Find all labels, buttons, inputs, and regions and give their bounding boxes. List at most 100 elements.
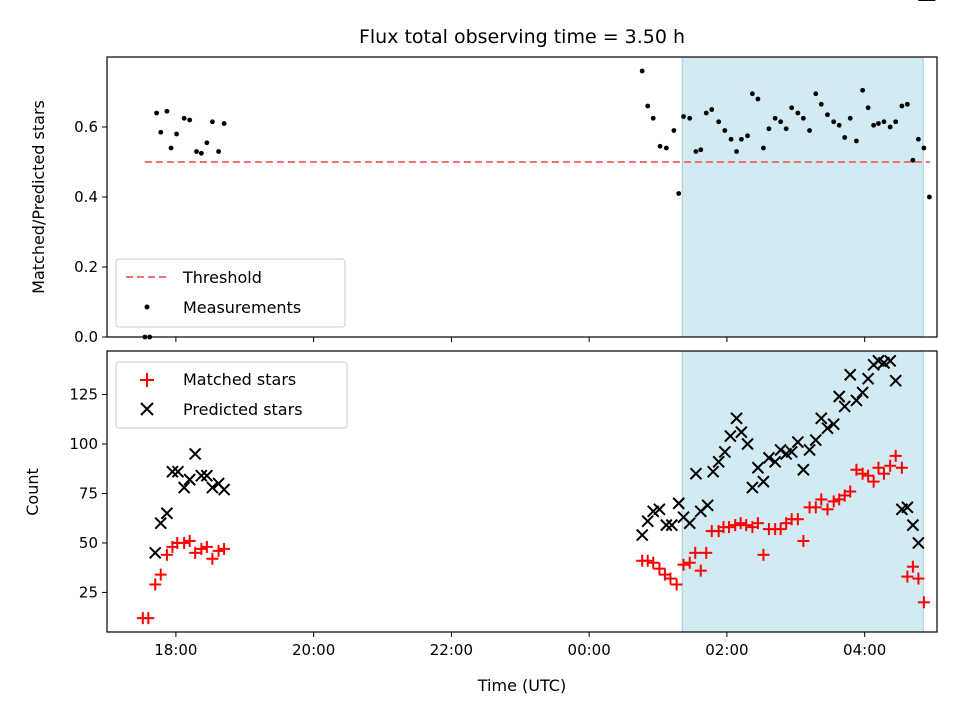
predicted-star-point (660, 518, 673, 532)
measurement-point (904, 101, 910, 107)
measurement-point (783, 126, 789, 132)
predicted-star-point (827, 418, 840, 431)
measurement-point (766, 126, 772, 132)
measurement-point (738, 136, 744, 142)
matched-legend-icon (140, 373, 154, 387)
measurement-point (854, 138, 859, 144)
measurement-point (778, 119, 784, 125)
measurement-point (836, 122, 842, 128)
predicted-legend-label: Predicted stars (183, 400, 303, 419)
measurement-point (865, 105, 871, 111)
measurement-point (693, 149, 699, 154)
matched-star-point (815, 493, 828, 506)
matched-star-point (877, 467, 890, 480)
ratio-shaded-region (681, 56, 924, 338)
count-x-ticks: 18:00 20:00 22:00 00:00 02:00 04:00 (154, 632, 886, 659)
measurement-point (761, 145, 766, 151)
measurement-point (657, 143, 663, 149)
matched-star-point (195, 542, 208, 555)
measurement-point (703, 110, 709, 116)
measurement-point (871, 122, 877, 128)
matched-star-point (862, 469, 875, 482)
matched-star-point (647, 556, 660, 569)
matched-star-point (729, 519, 742, 532)
predicted-star-point (206, 481, 219, 494)
measurement-point (221, 121, 227, 126)
x-tick-label: 20:00 (292, 641, 335, 659)
measurement-point (663, 145, 669, 151)
measurement-point (772, 115, 778, 121)
matched-star-point (689, 546, 702, 559)
matched-star-point (670, 578, 683, 591)
measurement-point (847, 115, 853, 121)
measurement-point (807, 128, 812, 133)
measurement-point (893, 119, 899, 125)
measurements-legend-icon (144, 304, 150, 310)
y-tick-label: 100 (69, 435, 98, 453)
count-points (136, 0, 936, 625)
predicted-star-point (838, 400, 851, 413)
predicted-star-point (757, 475, 770, 488)
measurement-point (899, 103, 905, 109)
matched-star-point (700, 546, 713, 559)
measurement-point (681, 114, 686, 119)
predicted-star-point (200, 469, 214, 482)
x-tick-label: 18:00 (154, 641, 197, 659)
predicted-star-point (791, 435, 805, 449)
measurement-point (216, 149, 221, 154)
measurement-point (921, 145, 927, 151)
x-tick-label: 04:00 (843, 641, 886, 659)
predicted-star-point (712, 455, 725, 469)
matched-star-point (844, 485, 857, 498)
matched-star-point (160, 548, 173, 561)
predicted-star-point (724, 429, 737, 443)
matched-star-point (722, 521, 735, 534)
measurement-point (716, 119, 722, 125)
measurement-point (168, 145, 174, 151)
count-legend-box (115, 361, 348, 429)
predicted-star-point (768, 455, 782, 469)
predicted-star-point (689, 467, 703, 480)
measurement-point (887, 124, 893, 130)
ratio-points (142, 68, 932, 340)
predicted-star-point (641, 514, 654, 528)
predicted-star-point (751, 461, 765, 474)
ratio-y-ticks: 0.0 0.2 0.4 0.6 (74, 118, 107, 346)
predicted-star-point (154, 516, 167, 530)
chart-title: Flux total observing time = 3.50 h (359, 26, 685, 48)
measurement-point (795, 110, 801, 116)
measurement-point (164, 108, 170, 114)
predicted-star-point (665, 518, 679, 532)
count-panel: 25 50 75 100 125 18:00 20:00 22:00 00:00 02:00 04… (23, 0, 938, 695)
matched-star-point (867, 475, 880, 488)
measurement-point (755, 96, 761, 102)
ratio-y-axis-label: Matched/Predicted stars (29, 100, 48, 294)
predicted-star-point (683, 516, 696, 530)
matched-star-point (917, 596, 930, 609)
x-tick-label: 22:00 (430, 641, 473, 659)
ratio-x-ticks (175, 337, 866, 342)
matched-star-point (901, 570, 914, 583)
predicted-star-point (785, 445, 798, 459)
matched-star-point (856, 467, 869, 480)
count-shaded-region (681, 350, 924, 633)
matched-star-point (774, 523, 787, 536)
ratio-panel: 0.0 0.2 0.4 0.6 Matched/Predicted stars Thr… (29, 56, 938, 346)
measurement-point (698, 147, 704, 153)
measurement-point (709, 107, 715, 112)
matched-star-point (149, 578, 162, 591)
predicted-star-point (815, 412, 828, 425)
predicted-star-point (706, 465, 720, 478)
predicted-star-point (718, 445, 732, 459)
measurement-point (789, 105, 795, 111)
count-legend: Matched stars Predicted stars (115, 361, 348, 429)
measurement-point (916, 136, 921, 142)
predicted-star-point (912, 536, 925, 550)
measurement-point (645, 103, 651, 109)
matched-star-point (884, 459, 897, 472)
measurement-point (722, 128, 728, 133)
predicted-star-point (832, 390, 846, 403)
measurement-point (745, 133, 750, 139)
measurement-point (209, 119, 215, 125)
measurement-point (639, 68, 645, 74)
